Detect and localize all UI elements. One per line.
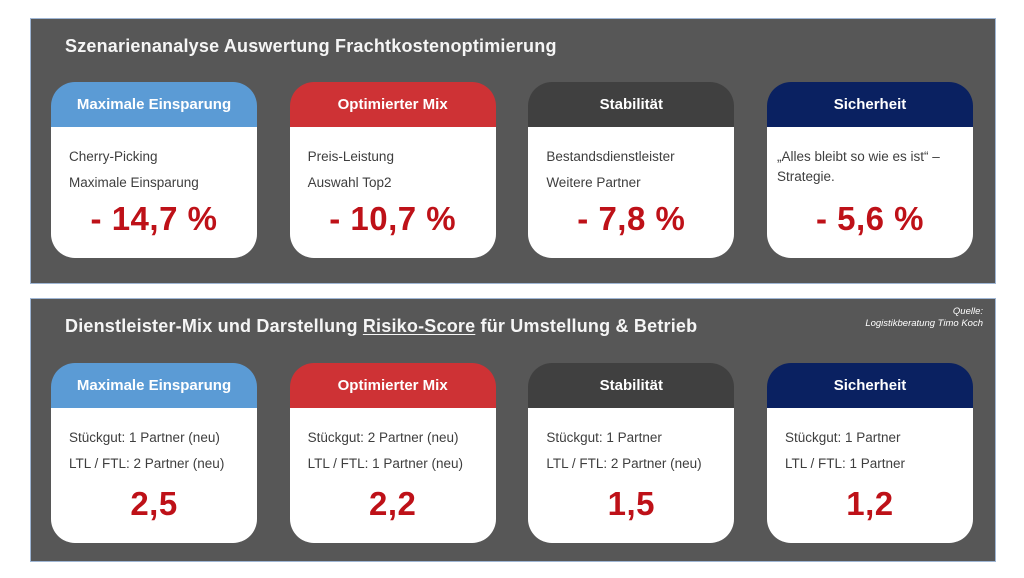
source-label: Quelle: bbox=[952, 306, 983, 317]
card-description-line: Preis-Leistung bbox=[307, 149, 394, 164]
card-description-line: LTL / FTL: 1 Partner (neu) bbox=[307, 456, 463, 471]
card-description-line: Cherry-Picking bbox=[69, 149, 158, 164]
card-sicherheit: Sicherheit Stückgut: 1 Partner LTL / FTL… bbox=[766, 363, 973, 543]
card-description-line: Auswahl Top2 bbox=[307, 175, 392, 190]
card-description-line: LTL / FTL: 2 Partner (neu) bbox=[546, 456, 702, 471]
card-body: Preis-Leistung Auswahl Top2 - 10,7 % bbox=[289, 127, 496, 258]
card-maximale-einsparung: Maximale Einsparung Stückgut: 1 Partner … bbox=[51, 363, 257, 543]
card-header: Sicherheit bbox=[766, 363, 973, 408]
title-suffix: für Umstellung & Betrieb bbox=[475, 316, 698, 336]
card-header: Stabilität bbox=[528, 363, 735, 408]
risk-card-row: Maximale Einsparung Stückgut: 1 Partner … bbox=[51, 363, 973, 543]
scenario-analysis-panel: Szenarienanalyse Auswertung Frachtkosten… bbox=[30, 18, 996, 284]
savings-value: - 14,7 % bbox=[90, 200, 218, 237]
risk-score-value: 1,2 bbox=[846, 485, 894, 522]
scenario-card-row: Maximale Einsparung Cherry-Picking Maxim… bbox=[51, 82, 973, 258]
card-body: Stückgut: 1 Partner LTL / FTL: 2 Partner… bbox=[528, 408, 735, 543]
card-header: Sicherheit bbox=[766, 82, 973, 127]
card-maximale-einsparung: Maximale Einsparung Cherry-Picking Maxim… bbox=[51, 82, 257, 258]
card-description-line: Stückgut: 1 Partner bbox=[784, 430, 901, 445]
card-description-line: Maximale Einsparung bbox=[69, 175, 199, 190]
card-header: Maximale Einsparung bbox=[51, 82, 257, 127]
card-body: Stückgut: 1 Partner (neu) LTL / FTL: 2 P… bbox=[51, 408, 257, 543]
risk-score-value: 2,5 bbox=[130, 485, 178, 522]
card-description-line: Weitere Partner bbox=[546, 175, 641, 190]
card-body: Bestandsdienstleister Weitere Partner - … bbox=[528, 127, 735, 258]
card-description-line: Stückgut: 1 Partner bbox=[546, 430, 662, 445]
savings-value: - 10,7 % bbox=[329, 200, 457, 237]
card-header: Stabilität bbox=[528, 82, 735, 127]
card-sicherheit: Sicherheit „Alles bleibt so wie es ist“ … bbox=[766, 82, 973, 258]
card-optimierter-mix: Optimierter Mix Stückgut: 2 Partner (neu… bbox=[289, 363, 496, 543]
source-note: Quelle: Logistikberatung Timo Koch bbox=[865, 306, 983, 331]
card-description-line: Stückgut: 1 Partner (neu) bbox=[69, 430, 220, 445]
card-body: Stückgut: 2 Partner (neu) LTL / FTL: 1 P… bbox=[289, 408, 496, 543]
risk-score-panel: Dienstleister-Mix und Darstellung Risiko… bbox=[30, 298, 996, 562]
card-body: Cherry-Picking Maximale Einsparung - 14,… bbox=[51, 127, 257, 258]
panel-title-scenario-analysis: Szenarienanalyse Auswertung Frachtkosten… bbox=[65, 36, 557, 56]
savings-value: - 7,8 % bbox=[577, 200, 686, 237]
risk-score-value: 2,2 bbox=[368, 485, 417, 522]
risk-score-value: 1,5 bbox=[607, 485, 655, 522]
card-description-line: „Alles bleibt so wie es ist“ – Strategie… bbox=[776, 149, 940, 184]
card-description-line: LTL / FTL: 2 Partner (neu) bbox=[69, 456, 225, 471]
title-risiko-score-underlined: Risiko-Score bbox=[362, 316, 476, 336]
card-optimierter-mix: Optimierter Mix Preis-Leistung Auswahl T… bbox=[289, 82, 496, 258]
card-header: Optimierter Mix bbox=[289, 82, 496, 127]
card-body: „Alles bleibt so wie es ist“ – Strategie… bbox=[766, 127, 973, 258]
panel-title-risk-score: Dienstleister-Mix und Darstellung Risiko… bbox=[65, 316, 697, 337]
card-header: Optimierter Mix bbox=[289, 363, 496, 408]
card-body: Stückgut: 1 Partner LTL / FTL: 1 Partner… bbox=[766, 408, 973, 543]
card-stabilitaet: Stabilität Bestandsdienstleister Weitere… bbox=[528, 82, 735, 258]
title-prefix: Dienstleister-Mix und Darstellung bbox=[65, 316, 363, 336]
savings-value: - 5,6 % bbox=[815, 200, 924, 237]
card-description-line: Stückgut: 2 Partner (neu) bbox=[307, 430, 459, 445]
card-description-line: LTL / FTL: 1 Partner bbox=[784, 456, 906, 471]
card-stabilitaet: Stabilität Stückgut: 1 Partner LTL / FTL… bbox=[528, 363, 735, 543]
source-name: Logistikberatung Timo Koch bbox=[865, 318, 983, 330]
card-description-line: Bestandsdienstleister bbox=[546, 149, 675, 164]
card-header: Maximale Einsparung bbox=[51, 363, 257, 408]
